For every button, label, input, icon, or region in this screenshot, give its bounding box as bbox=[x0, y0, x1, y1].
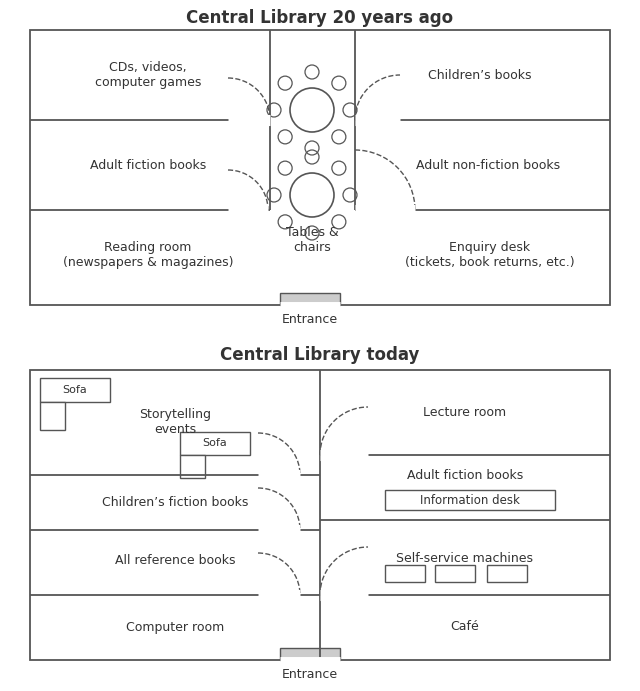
Bar bbox=[280, 648, 340, 660]
Text: Enquiry desk
(tickets, book returns, etc.): Enquiry desk (tickets, book returns, etc… bbox=[405, 241, 575, 269]
Bar bbox=[180, 455, 205, 478]
Text: Tables &
chairs: Tables & chairs bbox=[285, 226, 339, 254]
Text: Café: Café bbox=[451, 621, 479, 634]
Text: Information desk: Information desk bbox=[420, 493, 520, 507]
Bar bbox=[30, 370, 610, 660]
Bar bbox=[385, 565, 425, 582]
Text: All reference books: All reference books bbox=[115, 554, 236, 567]
Bar bbox=[280, 293, 340, 305]
Text: Lecture room: Lecture room bbox=[424, 406, 507, 419]
Text: Storytelling
events: Storytelling events bbox=[139, 408, 211, 436]
Bar bbox=[40, 402, 65, 430]
Text: Central Library 20 years ago: Central Library 20 years ago bbox=[186, 9, 454, 27]
Text: Adult fiction books: Adult fiction books bbox=[407, 468, 523, 482]
Text: Children’s books: Children’s books bbox=[428, 68, 532, 82]
Text: Central Library today: Central Library today bbox=[220, 346, 420, 364]
Text: Children’s fiction books: Children’s fiction books bbox=[102, 495, 248, 509]
Text: Entrance: Entrance bbox=[282, 312, 338, 325]
Text: CDs, videos,
computer games: CDs, videos, computer games bbox=[95, 61, 201, 89]
Bar bbox=[30, 30, 610, 305]
Bar bbox=[487, 565, 527, 582]
Bar bbox=[180, 432, 250, 455]
Text: Reading room
(newspapers & magazines): Reading room (newspapers & magazines) bbox=[63, 241, 233, 269]
Bar bbox=[385, 490, 555, 510]
Bar bbox=[40, 378, 110, 402]
Text: Self-service machines: Self-service machines bbox=[397, 551, 534, 565]
Text: Entrance: Entrance bbox=[282, 668, 338, 681]
Text: Adult fiction books: Adult fiction books bbox=[90, 158, 206, 171]
Bar bbox=[435, 565, 475, 582]
Text: Adult non-fiction books: Adult non-fiction books bbox=[416, 158, 560, 171]
Text: Sofa: Sofa bbox=[63, 385, 88, 395]
Text: Computer room: Computer room bbox=[126, 621, 224, 634]
Text: Sofa: Sofa bbox=[203, 438, 227, 448]
